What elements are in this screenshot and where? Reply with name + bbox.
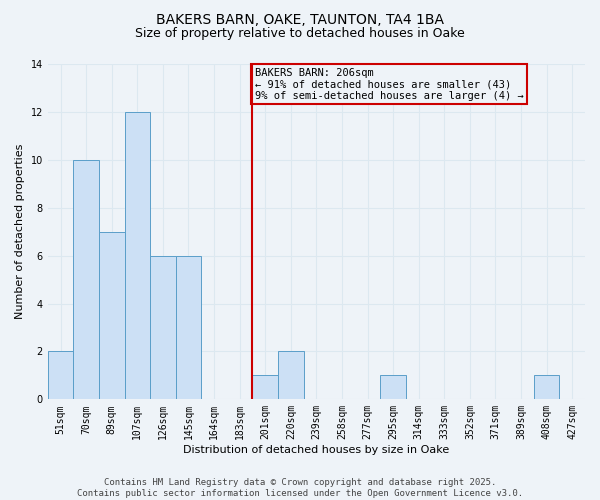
- Bar: [176, 256, 201, 400]
- Bar: [73, 160, 99, 400]
- Bar: [48, 352, 73, 400]
- Bar: [125, 112, 150, 400]
- Bar: [278, 352, 304, 400]
- Text: BAKERS BARN: 206sqm
← 91% of detached houses are smaller (43)
9% of semi-detache: BAKERS BARN: 206sqm ← 91% of detached ho…: [255, 68, 524, 101]
- Bar: [380, 376, 406, 400]
- X-axis label: Distribution of detached houses by size in Oake: Distribution of detached houses by size …: [183, 445, 449, 455]
- Y-axis label: Number of detached properties: Number of detached properties: [15, 144, 25, 320]
- Bar: [534, 376, 559, 400]
- Text: Size of property relative to detached houses in Oake: Size of property relative to detached ho…: [135, 28, 465, 40]
- Bar: [99, 232, 125, 400]
- Text: BAKERS BARN, OAKE, TAUNTON, TA4 1BA: BAKERS BARN, OAKE, TAUNTON, TA4 1BA: [156, 12, 444, 26]
- Text: Contains HM Land Registry data © Crown copyright and database right 2025.
Contai: Contains HM Land Registry data © Crown c…: [77, 478, 523, 498]
- Bar: [150, 256, 176, 400]
- Bar: [253, 376, 278, 400]
